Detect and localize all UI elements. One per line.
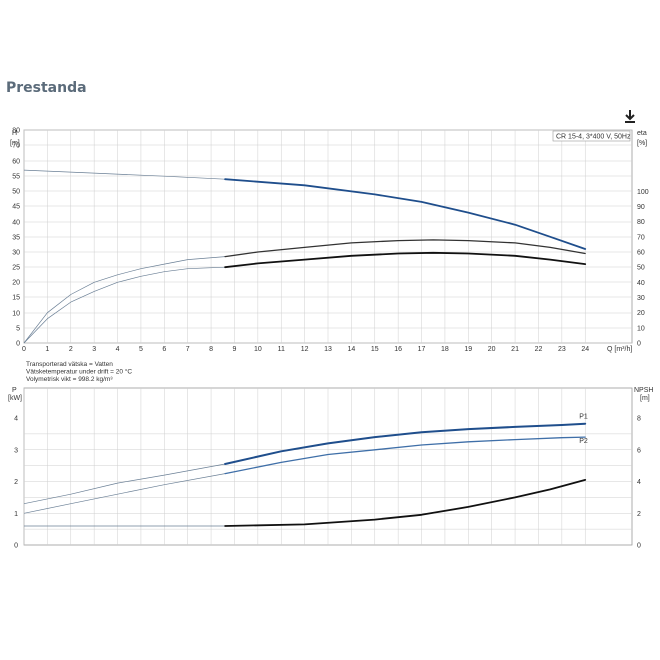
page-title: Prestanda [6, 80, 87, 96]
x-tick-label: 4 [116, 346, 120, 353]
h-tick-label: 0 [16, 341, 20, 348]
x-tick-label: 21 [511, 346, 519, 353]
h-tick-label: 5 [16, 326, 20, 333]
h-tick-label: 15 [12, 295, 20, 302]
h-tick-label: 20 [12, 280, 20, 287]
npsh-tick-label: 0 [637, 543, 641, 550]
eta-tick-label: 50 [637, 265, 645, 272]
npsh-axis-unit: [m] [640, 395, 650, 402]
eta-tick-label: 30 [637, 295, 645, 302]
eta-curve-upper-extrapolated [23, 256, 226, 344]
x-tick-label: 5 [139, 346, 143, 353]
h-tick-label: 45 [12, 204, 20, 211]
p-tick-label: 2 [14, 479, 18, 486]
eta-curve-lower [224, 251, 587, 269]
h-tick-label: 35 [12, 235, 20, 242]
h-tick-label: 10 [12, 311, 20, 318]
eta-tick-label: 100 [637, 189, 649, 196]
eta-axis-label: eta [637, 130, 647, 137]
npsh-tick-label: 2 [637, 511, 641, 518]
h-axis-unit: [m] [10, 140, 20, 147]
p2-curve [224, 436, 586, 475]
p1-curve-extrapolated [23, 463, 226, 505]
legend-text: CR 15-4, 3*400 V, 50Hz [556, 134, 631, 141]
p1-curve [224, 422, 587, 465]
h-tick-label: 60 [12, 159, 20, 166]
h-axis-label: H [12, 130, 17, 137]
p1-curve-label: P1 [579, 414, 588, 421]
p-tick-label: 4 [14, 416, 18, 423]
p-tick-label: 3 [14, 447, 18, 454]
npsh-tick-label: 6 [637, 447, 641, 454]
eta-tick-label: 80 [637, 219, 645, 226]
download-icon[interactable] [622, 108, 638, 124]
x-tick-label: 7 [186, 346, 190, 353]
h-tick-label: 25 [12, 265, 20, 272]
operating-note: Volymetrisk vikt = 998.2 kg/m³ [26, 376, 113, 383]
eta-tick-label: 10 [637, 325, 645, 332]
h-tick-label: 70 [12, 143, 20, 150]
operating-note: Transporterad vätska = Vatten [26, 361, 113, 368]
legend-box [552, 130, 631, 142]
h-curve-extrapolated [23, 169, 226, 180]
h-tick-label: 30 [12, 250, 20, 257]
npsh-tick-label: 8 [637, 416, 641, 423]
h-tick-label: 50 [12, 189, 20, 196]
eta-curve-lower-extrapolated [23, 266, 226, 344]
x-tick-label: 9 [233, 346, 237, 353]
eta-tick-label: 60 [637, 250, 645, 257]
x-tick-label: 0 [22, 346, 26, 353]
x-tick-label: 10 [254, 346, 262, 353]
p-axis-unit: [kW] [8, 395, 22, 402]
h-tick-label: 80 [12, 128, 20, 135]
x-tick-label: 1 [45, 346, 49, 353]
x-tick-label: 18 [441, 346, 449, 353]
operating-note: Vätsketemperatur under drift = 20 °C [26, 368, 132, 376]
x-tick-label: 24 [581, 346, 589, 353]
p-tick-label: 0 [14, 543, 18, 550]
eta-curve-upper [224, 239, 586, 258]
x-tick-label: 11 [278, 346, 285, 353]
x-tick-label: 23 [558, 346, 566, 353]
npsh-curve [224, 479, 587, 527]
x-tick-label: 19 [464, 346, 472, 353]
x-tick-label: 2 [69, 346, 73, 353]
x-tick-label: 22 [535, 346, 543, 353]
h-tick-label: 40 [12, 220, 20, 227]
p-tick-label: 1 [14, 511, 18, 518]
x-tick-label: 6 [162, 346, 166, 353]
x-tick-label: 16 [394, 346, 402, 353]
x-tick-label: 13 [324, 346, 332, 353]
eta-tick-label: 70 [637, 234, 645, 241]
x-tick-label: 15 [371, 346, 379, 353]
eta-tick-label: 20 [637, 310, 645, 317]
p2-curve-label: P2 [579, 438, 588, 445]
p-axis-label: P [12, 387, 17, 394]
x-tick-label: 3 [92, 346, 96, 353]
x-tick-label: 20 [488, 346, 496, 353]
eta-tick-label: 0 [637, 341, 641, 348]
x-tick-label: 17 [418, 346, 426, 353]
x-tick-label: 8 [209, 346, 213, 353]
h-curve [224, 178, 587, 250]
q-axis-label: Q [m³/h] [607, 346, 632, 353]
eta-tick-label: 90 [637, 204, 645, 211]
eta-tick-label: 40 [637, 280, 645, 287]
npsh-tick-label: 4 [637, 479, 641, 486]
eta-axis-unit: [%] [637, 140, 647, 147]
x-tick-label: 12 [301, 346, 309, 353]
x-tick-label: 14 [347, 346, 355, 353]
p2-curve-extrapolated [23, 473, 226, 514]
npsh-axis-label: NPSH [634, 387, 653, 394]
h-tick-label: 55 [12, 174, 20, 181]
